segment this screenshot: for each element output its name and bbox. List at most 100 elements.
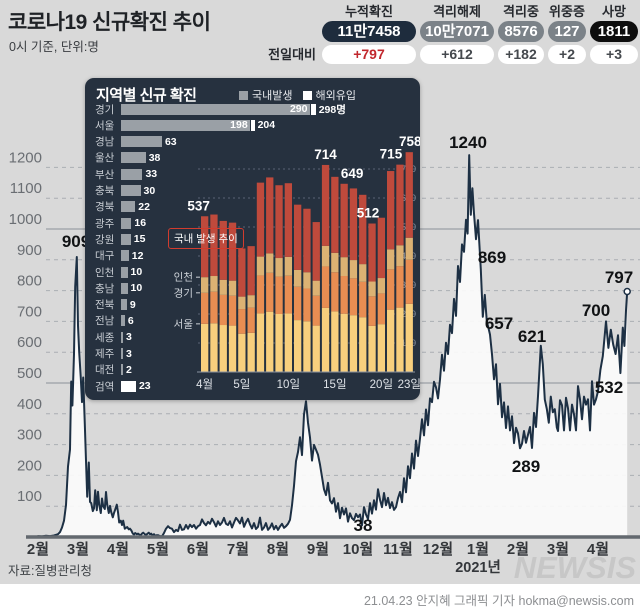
credit-line: 21.04.23 안지혜 그래픽 기자 hokma@newsis.com bbox=[363, 594, 634, 608]
region-name: 세종 bbox=[95, 331, 115, 344]
inset-bar-segment bbox=[312, 222, 320, 281]
inset-side-label: 서울 bbox=[174, 318, 194, 330]
region-row: 전북 9 bbox=[95, 298, 136, 312]
inset-xlabel: 4월 bbox=[196, 378, 213, 391]
inset-bar-segment bbox=[321, 266, 330, 308]
region-bar bbox=[121, 299, 127, 311]
y-axis-label: 100 bbox=[17, 488, 42, 505]
stat-label: 격리중 bbox=[503, 4, 539, 19]
inset-bar-segment bbox=[238, 309, 246, 334]
inset-bar-segment bbox=[303, 288, 311, 322]
region-bar bbox=[121, 185, 141, 196]
region-bar bbox=[121, 201, 136, 213]
value-annotation: 797 bbox=[605, 268, 633, 287]
inset-xlabel: 5일 bbox=[233, 377, 250, 391]
inset-bar-segment bbox=[405, 303, 413, 372]
stat-value-pill: 8576 bbox=[498, 21, 544, 42]
inset-bar-segment bbox=[294, 320, 302, 372]
inset-side-label: 경기 bbox=[174, 286, 193, 299]
region-name: 검역 bbox=[95, 380, 115, 393]
region-row: 경남 63 bbox=[95, 135, 177, 149]
region-row: 강원 15 bbox=[95, 232, 145, 246]
inset-bar-segment bbox=[219, 325, 227, 372]
해외유입-swatch bbox=[302, 90, 312, 100]
region-bar bbox=[121, 152, 146, 164]
region-row: 인천 10 bbox=[95, 265, 142, 279]
page-title: 코로나19 신규확진 추이 bbox=[8, 11, 211, 34]
inset-bar-segment bbox=[377, 293, 385, 325]
region-bar: 198 bbox=[121, 119, 250, 131]
region-name: 충남 bbox=[95, 282, 115, 295]
inset-bar-segment bbox=[396, 307, 404, 372]
inset-title: 지역별 신규 확진 bbox=[96, 87, 197, 104]
region-value: 10 bbox=[130, 282, 143, 295]
inset-bar-segment bbox=[321, 307, 330, 372]
inset-annotation: 714 bbox=[314, 147, 337, 162]
inset-bar-segment bbox=[256, 275, 265, 314]
source-note: 자료:질병관리청 bbox=[8, 564, 92, 578]
inset-annotation: 715 bbox=[380, 147, 403, 162]
value-annotation: 38 bbox=[354, 516, 373, 535]
region-row: 전남 6 bbox=[95, 314, 134, 328]
region-bar bbox=[121, 380, 136, 392]
inset-bar-segment bbox=[266, 177, 274, 254]
inset-bar-segment bbox=[210, 214, 218, 277]
국내발생-swatch bbox=[239, 90, 249, 100]
inset-bar-segment bbox=[228, 222, 237, 281]
stat-label: 사망 bbox=[602, 4, 626, 19]
stats-values-row: 11만7458 10만7071 8576 127 1811 bbox=[322, 21, 638, 42]
region-name: 광주 bbox=[95, 217, 115, 230]
stat-delta-pill: +612 bbox=[420, 45, 494, 64]
inset-bar-segment bbox=[368, 223, 376, 282]
month-label: 2월 bbox=[507, 541, 529, 558]
region-imported-bar bbox=[310, 103, 316, 115]
trend-badge: 국내 발생 추이 bbox=[168, 228, 244, 249]
y-axis-label: 600 bbox=[17, 334, 42, 351]
region-value: 9 bbox=[129, 298, 136, 311]
month-label: 5월 bbox=[147, 541, 169, 558]
inset-bar-segment bbox=[284, 313, 292, 372]
region-value: 23 bbox=[138, 380, 151, 393]
inset-side-label: 인천 bbox=[174, 272, 193, 284]
region-name: 제주 bbox=[95, 348, 115, 360]
legend-item: 국내발생 bbox=[239, 87, 293, 103]
stat-value-pill: 1811 bbox=[590, 21, 638, 42]
region-bar bbox=[121, 364, 123, 376]
value-annotation: 869 bbox=[478, 248, 506, 267]
value-annotation: 1240 bbox=[449, 133, 487, 152]
last-point-marker bbox=[623, 287, 631, 296]
inset-annotation: 537 bbox=[187, 198, 210, 213]
region-row: 충북 30 bbox=[95, 184, 155, 198]
inset-bar-segment bbox=[228, 280, 237, 296]
region-name: 강원 bbox=[95, 233, 115, 246]
inset-bar-segment bbox=[387, 171, 395, 250]
region-value: 12 bbox=[131, 249, 144, 262]
y-axis-label: 1000 bbox=[9, 211, 42, 228]
region-bar bbox=[121, 136, 162, 148]
inset-bar-segment bbox=[340, 183, 348, 258]
month-label: 9월 bbox=[307, 541, 329, 558]
inset-bar-segment bbox=[210, 276, 218, 292]
month-label: 8월 bbox=[267, 541, 289, 558]
region-row: 경북 22 bbox=[95, 200, 150, 214]
case-area bbox=[38, 155, 628, 537]
inset-bar-segment bbox=[359, 317, 367, 372]
region-value: 10 bbox=[130, 266, 143, 278]
stat-value-pill: 127 bbox=[548, 21, 586, 42]
region-name: 전남 bbox=[95, 315, 115, 328]
stats-deltas-row: 전일대비 +797 +612 +182 +2 +3 bbox=[264, 45, 638, 64]
inset-bar-segment bbox=[349, 188, 358, 261]
month-label: 11월 bbox=[383, 541, 413, 558]
inset-bar-segment bbox=[331, 311, 339, 372]
region-name: 서울 bbox=[95, 119, 115, 132]
region-bar bbox=[121, 168, 143, 180]
inset-chart-svg: 1002003004005006007004월5일10일15일20일23일537… bbox=[174, 134, 420, 391]
y-axis-label: 400 bbox=[17, 396, 42, 413]
inset-bar-segment bbox=[266, 311, 274, 372]
inset-bar-segment bbox=[387, 249, 395, 270]
inset-bar-segment bbox=[377, 324, 385, 372]
inset-bar-segment bbox=[340, 276, 348, 314]
inset-annotation: 512 bbox=[357, 206, 380, 221]
inset-bar-segment bbox=[349, 260, 358, 279]
inset-bar-segment bbox=[219, 294, 227, 326]
